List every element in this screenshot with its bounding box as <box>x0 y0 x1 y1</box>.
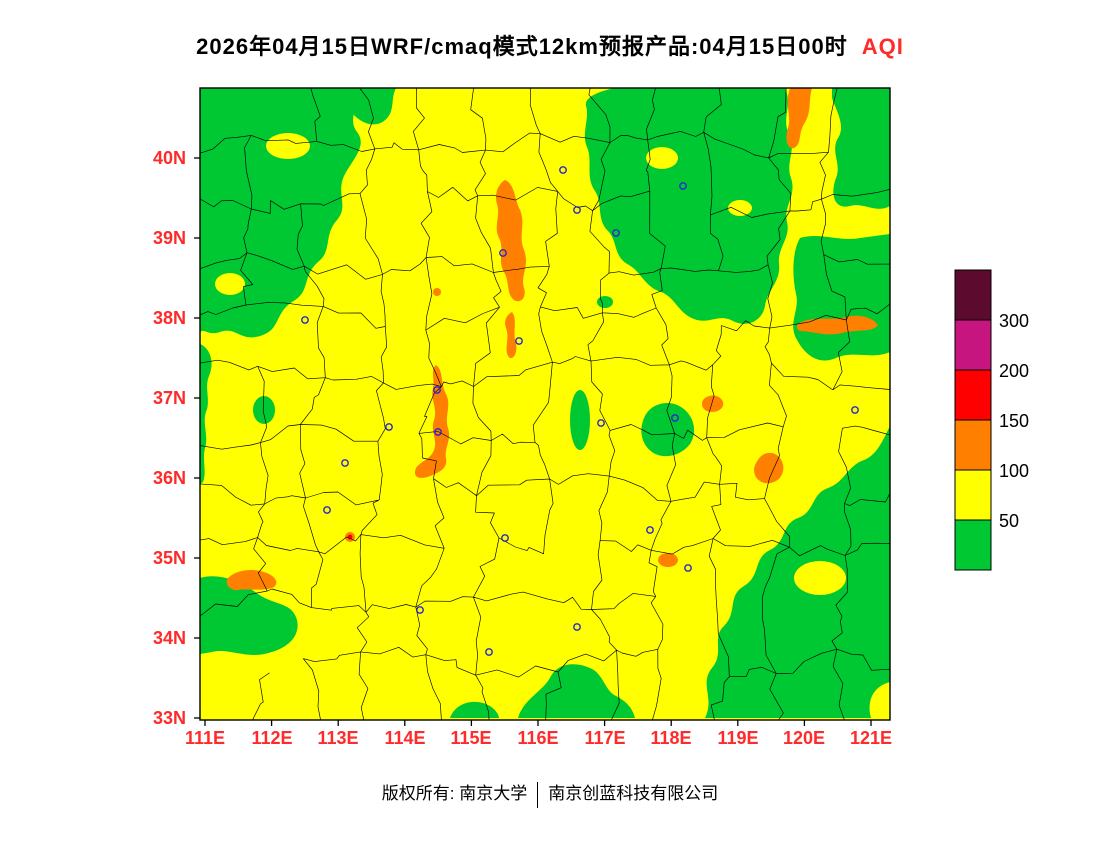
city-marker <box>679 182 687 190</box>
usg-region <box>414 365 450 478</box>
legend-value-label: 200 <box>999 361 1030 381</box>
moderate-inlay <box>728 200 752 216</box>
good-region <box>584 88 793 324</box>
good-region <box>253 396 275 424</box>
moderate-inlay <box>869 682 890 718</box>
axis-ticks <box>194 157 872 726</box>
lon-tick-label: 120E <box>782 728 826 748</box>
copyright-owner: 版权所有: 南京大学 <box>381 784 528 803</box>
legend-swatch-very-unhealthy <box>954 319 992 371</box>
moderate-inlay <box>794 561 846 595</box>
good-region <box>570 390 590 450</box>
city-marker <box>323 506 331 514</box>
legend-swatch-moderate <box>954 469 992 521</box>
usg-region <box>796 315 878 335</box>
city-marker <box>851 406 859 414</box>
lat-tick-label: 40N <box>152 148 186 168</box>
city-marker <box>416 606 424 614</box>
plot-title: 2026年04月15日WRF/cmaq模式12km预报产品:04月15日00时 A… <box>0 29 1100 61</box>
lon-tick-label: 115E <box>450 728 492 748</box>
moderate-inlay <box>215 273 245 295</box>
lon-tick-label: 121E <box>849 728 893 748</box>
usg-region <box>505 312 517 359</box>
legend-value-label: 300 <box>999 311 1030 331</box>
lat-tick-label: 37N <box>152 388 186 408</box>
city-marker <box>385 423 393 431</box>
city-marker <box>301 316 309 324</box>
lon-tick-label: 118E <box>650 728 692 748</box>
usg-region <box>754 452 784 484</box>
plot-title-text: 2026年04月15日WRF/cmaq模式12km预报产品:04月15日00时 <box>196 34 848 59</box>
moderate-inlays <box>215 133 890 718</box>
legend-value-label: 50 <box>999 511 1020 531</box>
city-marker <box>612 229 620 237</box>
legend-swatch-good <box>954 519 992 571</box>
aqi-legend-bar <box>954 269 992 571</box>
aqi-usg-regions <box>226 88 878 591</box>
lon-tick-label: 113E <box>317 728 359 748</box>
good-region <box>793 234 890 361</box>
lon-tick-label: 117E <box>584 728 626 748</box>
lat-tick-label: 34N <box>152 628 186 648</box>
city-marker <box>433 386 441 394</box>
city-marker <box>597 419 605 427</box>
aqi-forecast-map <box>194 87 891 726</box>
lon-tick-label: 119E <box>717 728 759 748</box>
moderate-inlay <box>646 147 678 169</box>
legend-value-label: 150 <box>999 411 1030 431</box>
lon-tick-label: 112E <box>251 728 293 748</box>
city-markers <box>301 166 859 656</box>
legend-swatch-hazardous <box>954 269 992 321</box>
admin-boundaries <box>200 88 890 720</box>
city-marker <box>573 623 581 631</box>
city-marker <box>515 337 523 345</box>
lat-tick-label: 38N <box>152 308 186 328</box>
city-marker <box>646 526 654 534</box>
lat-tick-label: 36N <box>152 468 186 488</box>
usg-region <box>786 88 812 149</box>
good-region <box>518 664 635 718</box>
city-marker <box>671 414 679 422</box>
lon-tick-label: 111E <box>184 728 226 748</box>
plot-title-variable: AQI <box>861 34 904 59</box>
lat-tick-label: 39N <box>152 228 186 248</box>
good-region <box>597 296 613 308</box>
good-region <box>200 576 298 655</box>
good-region <box>200 344 212 484</box>
good-region <box>200 88 361 338</box>
city-marker <box>485 648 493 656</box>
usg-region <box>702 395 724 412</box>
city-marker <box>499 249 507 257</box>
city-marker <box>573 206 581 214</box>
good-region <box>641 402 695 457</box>
copyright-company: 南京创蓝科技有限公司 <box>548 784 719 803</box>
legend-value-label: 100 <box>999 461 1030 481</box>
city-marker <box>501 534 509 542</box>
city-marker <box>684 564 692 572</box>
lon-tick-label: 114E <box>384 728 426 748</box>
footer-divider <box>537 781 539 808</box>
good-region <box>832 88 890 209</box>
map-border <box>199 87 891 721</box>
lat-tick-label: 35N <box>152 548 186 568</box>
usg-region <box>433 288 441 296</box>
moderate-inlay <box>266 133 310 159</box>
legend-swatch-unhealthy <box>954 369 992 421</box>
city-marker <box>559 166 567 174</box>
legend-swatch-usg <box>954 419 992 471</box>
lon-tick-label: 116E <box>517 728 559 748</box>
copyright-footer: 版权所有: 南京大学 南京创蓝科技有限公司 <box>0 779 1100 808</box>
usg-region <box>658 553 678 567</box>
lat-tick-label: 33N <box>152 708 186 728</box>
city-marker <box>341 459 349 467</box>
city-marker <box>434 428 442 436</box>
good-region <box>346 88 396 125</box>
